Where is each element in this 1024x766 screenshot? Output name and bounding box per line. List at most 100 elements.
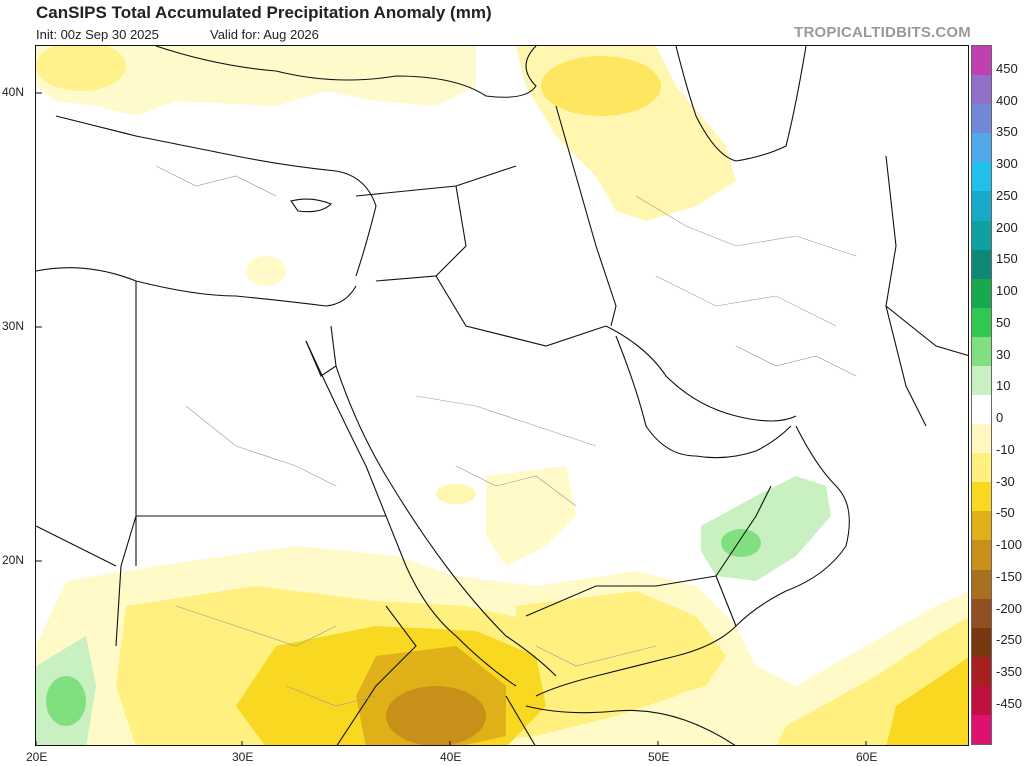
- colorbar-swatch: [972, 598, 991, 629]
- colorbar-label: 0: [996, 410, 1004, 426]
- colorbar-swatch: [972, 249, 991, 280]
- dry-ethiopia-deep: [386, 686, 486, 745]
- colorbar-swatch: [972, 685, 991, 716]
- border-syria-iraq: [435, 185, 467, 277]
- lat-label-20n: 20N: [2, 553, 25, 567]
- coastlines-borders: [36, 46, 968, 745]
- wet-oman-core: [721, 529, 761, 557]
- colorbar-label: 200: [996, 219, 1018, 235]
- dry-caucasus-core: [541, 56, 661, 116]
- precipitation-anomaly-map: [35, 45, 969, 746]
- admin-boundaries: [155, 165, 857, 707]
- colorbar-label: -100: [996, 537, 1023, 553]
- colorbar: [971, 45, 992, 745]
- border-ethiopia-somalia: [505, 695, 536, 745]
- lat-label-30n: 30N: [2, 319, 25, 333]
- border-yemen-oman: [715, 575, 737, 627]
- colorbar-label: -150: [996, 568, 1023, 584]
- dry-greece-patch: [36, 46, 126, 91]
- colorbar-swatch: [972, 511, 991, 541]
- border-sudan-chad: [115, 515, 137, 647]
- lon-label-30e: 30E: [232, 750, 254, 764]
- colorbar-swatch: [972, 133, 991, 163]
- colorbar-swatch: [972, 104, 991, 134]
- colorbar-swatch: [972, 424, 991, 454]
- colorbar-swatch: [972, 656, 991, 687]
- colorbar-swatch: [972, 569, 991, 600]
- dry-arabia-south: [516, 591, 726, 706]
- border-iran-iraq: [555, 105, 617, 327]
- red-sea-east: [335, 365, 557, 677]
- colorbar-swatch: [972, 307, 991, 338]
- cyprus: [290, 198, 332, 213]
- border-africa-west: [36, 525, 117, 567]
- colorbar-label: 250: [996, 187, 1018, 203]
- border-saudi-oman: [715, 485, 772, 577]
- colorbar-swatch: [972, 278, 991, 309]
- colorbar-swatch: [972, 482, 991, 512]
- colorbar-swatch: [972, 191, 991, 221]
- dry-small-lebanon: [246, 256, 286, 286]
- colorbar-label: 150: [996, 251, 1018, 267]
- sinai: [305, 325, 337, 377]
- wet-oman: [701, 476, 831, 581]
- dry-turkey-balkans: [36, 46, 476, 116]
- colorbar-swatch: [972, 453, 991, 483]
- colorbar-swatch: [972, 627, 991, 658]
- border-saudi-yemen: [525, 575, 717, 617]
- dry-saudi-spot: [436, 484, 476, 504]
- dry-saudi-interior: [486, 466, 576, 566]
- colorbar-swatch: [972, 714, 991, 745]
- border-saudi-iraq: [375, 275, 607, 347]
- colorbar-swatch: [972, 220, 991, 251]
- border-iran-pakistan: [885, 305, 927, 427]
- colorbar-label: -250: [996, 632, 1023, 648]
- colorbar-label: -10: [996, 441, 1015, 457]
- map-canvas: [36, 46, 968, 745]
- colorbar-label: -30: [996, 473, 1015, 489]
- colorbar-label: 450: [996, 60, 1018, 76]
- colorbar-label: 300: [996, 156, 1018, 172]
- colorbar-swatch: [972, 395, 991, 425]
- lon-label-50e: 50E: [648, 750, 670, 764]
- colorbar-label: 10: [996, 378, 1011, 394]
- colorbar-label: -200: [996, 600, 1023, 616]
- persian-gulf-south: [615, 335, 792, 459]
- colorbar-swatch: [972, 75, 991, 105]
- horn-coast: [525, 705, 736, 745]
- map-title: CanSIPS Total Accumulated Precipitation …: [36, 3, 492, 22]
- lon-label-40e: 40E: [440, 750, 462, 764]
- colorbar-swatch: [972, 365, 991, 396]
- dry-arabian-sea-core: [886, 657, 968, 745]
- colorbar-label: 400: [996, 92, 1018, 108]
- colorbar-label: -50: [996, 505, 1015, 521]
- oman-coast: [535, 425, 850, 697]
- colorbar-label: 350: [996, 124, 1018, 140]
- colorbar-label: -350: [996, 664, 1023, 680]
- lon-label-20e: 20E: [26, 750, 48, 764]
- colorbar-label: 50: [996, 314, 1011, 330]
- colorbar-label: 100: [996, 283, 1018, 299]
- border-iran-afghanistan: [885, 155, 968, 356]
- africa-med-coast: [36, 267, 357, 307]
- colorbar-swatch: [972, 46, 991, 76]
- valid-time: Valid for: Aug 2026: [210, 27, 319, 42]
- colorbar-swatch: [972, 336, 991, 367]
- caspian-sea: [675, 46, 807, 162]
- source-credit: TROPICALTIDBITS.COM: [794, 24, 971, 41]
- lon-label-60e: 60E: [856, 750, 878, 764]
- red-sea-west: [305, 340, 517, 687]
- init-time: Init: 00z Sep 30 2025: [36, 27, 159, 42]
- colorbar-label: 30: [996, 346, 1011, 362]
- border-sudan-ethiopia: [336, 605, 417, 745]
- anomaly-shading: [36, 46, 968, 745]
- black-sea-coast: [155, 46, 537, 98]
- graticule-ticks: [36, 92, 867, 745]
- border-turkey-syria: [355, 165, 517, 197]
- colorbar-label: -450: [996, 695, 1023, 711]
- med-coast-north: [55, 115, 377, 277]
- colorbar-swatch: [972, 162, 991, 192]
- persian-gulf-north: [605, 325, 797, 422]
- colorbar-swatch: [972, 540, 991, 570]
- wet-central-africa-core: [46, 676, 86, 726]
